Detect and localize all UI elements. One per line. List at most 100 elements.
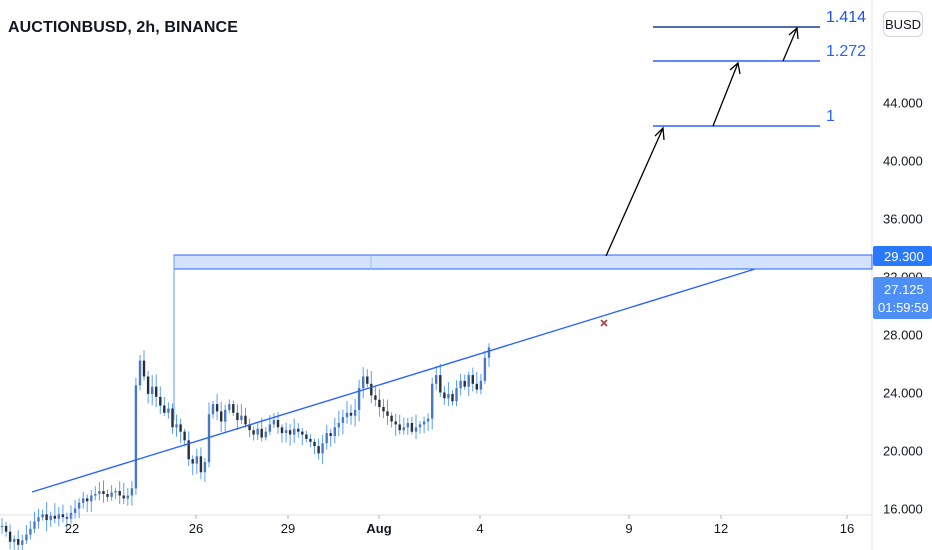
candle-body	[102, 491, 105, 494]
candle-8	[33, 511, 36, 534]
projection-arrows	[605, 26, 799, 257]
candle-body	[187, 440, 190, 460]
candle-36	[146, 370, 150, 404]
candle-86	[349, 404, 353, 425]
candle-body	[220, 411, 223, 422]
fib-label-1272: 1.272	[826, 43, 866, 60]
candle-70	[284, 422, 288, 443]
candle-113	[459, 373, 462, 396]
candle-body	[309, 438, 312, 442]
candle-body	[171, 408, 174, 428]
candle-body	[345, 412, 349, 418]
candle-body	[0, 525, 4, 528]
candle-body	[142, 360, 146, 377]
candle-16	[65, 512, 69, 531]
candle-body	[244, 415, 247, 425]
candle-body	[179, 424, 182, 432]
candle-body	[341, 417, 345, 423]
candle-body	[284, 430, 288, 434]
candle-15	[61, 504, 65, 523]
candle-120	[487, 343, 491, 367]
candle-body	[353, 409, 357, 416]
candle-body	[98, 491, 101, 494]
time-tick-6: 12	[714, 521, 728, 536]
candle-body	[321, 443, 324, 454]
candle-body	[362, 376, 365, 389]
candle-body	[313, 441, 316, 447]
candle-18	[73, 500, 77, 519]
candle-35	[142, 350, 146, 381]
fib-label-1: 1	[826, 108, 835, 125]
resistance-zone[interactable]	[173, 254, 873, 270]
currency-button[interactable]: BUSD	[883, 11, 923, 37]
candle-body	[406, 423, 409, 428]
candle-61	[248, 418, 251, 438]
candle-94	[382, 399, 385, 419]
candle-body	[447, 394, 450, 399]
candle-77	[313, 438, 316, 455]
arrow-head-2	[729, 61, 741, 75]
candle-80	[325, 424, 328, 450]
time-tick-0: 22	[65, 521, 79, 536]
candle-body	[418, 424, 422, 428]
candle-body	[374, 395, 377, 400]
last-price-badge	[873, 277, 932, 319]
ascending-trendline[interactable]	[31, 268, 756, 493]
candle-body	[146, 376, 150, 394]
candle-33	[134, 377, 138, 495]
candle-body	[118, 491, 121, 496]
price-tick-5: 36.000	[883, 212, 923, 227]
candle-115	[467, 371, 470, 397]
time-tick-1: 26	[189, 521, 203, 536]
price-tick-0: 16.000	[883, 502, 923, 517]
candle-body	[390, 415, 393, 422]
candle-body	[199, 456, 203, 473]
candle-111	[451, 390, 454, 406]
candle-body	[25, 534, 28, 541]
candle-100	[406, 418, 409, 435]
candle-74	[301, 428, 304, 446]
candle-body	[451, 394, 454, 402]
candle-89	[362, 367, 365, 399]
candle-body	[357, 388, 361, 410]
candle-body	[479, 380, 483, 390]
candle-body	[224, 409, 227, 422]
candle-27	[110, 485, 113, 501]
candle-71	[288, 423, 292, 446]
candle-31	[126, 488, 129, 506]
candle-1	[4, 521, 8, 537]
candle-body	[394, 421, 397, 425]
candle-0	[0, 518, 4, 534]
candle-body	[349, 412, 353, 416]
candle-body	[151, 386, 154, 394]
candle-body	[455, 388, 458, 402]
candle-body	[138, 360, 142, 386]
candle-body	[126, 495, 129, 499]
candle-13	[53, 503, 56, 524]
candle-49	[199, 447, 203, 480]
candle-106	[431, 377, 434, 430]
candle-85	[345, 400, 349, 424]
candle-body	[77, 502, 81, 509]
time-tick-5: 9	[625, 521, 632, 536]
candle-17	[69, 505, 73, 524]
candle-body	[207, 414, 211, 463]
arrow-path-2	[712, 62, 739, 127]
candle-47	[191, 455, 194, 476]
price-axis[interactable]: 16.00020.00024.00028.00032.00036.00040.0…	[883, 96, 923, 517]
candle-body	[337, 423, 340, 428]
candle-body	[463, 380, 466, 387]
candle-39	[159, 386, 162, 414]
resistance-price-label: 29.300	[884, 249, 924, 264]
candle-body	[110, 492, 113, 497]
candle-body	[382, 407, 385, 412]
candle-102	[414, 414, 418, 439]
candle-body	[37, 517, 40, 522]
candle-body	[297, 428, 300, 432]
time-axis[interactable]: 22 26 29 Aug 4 9 12 16	[65, 515, 854, 536]
candle-57	[232, 400, 235, 416]
candle-76	[309, 434, 312, 448]
candle-54	[220, 401, 223, 432]
price-tick-7: 44.000	[883, 96, 923, 111]
